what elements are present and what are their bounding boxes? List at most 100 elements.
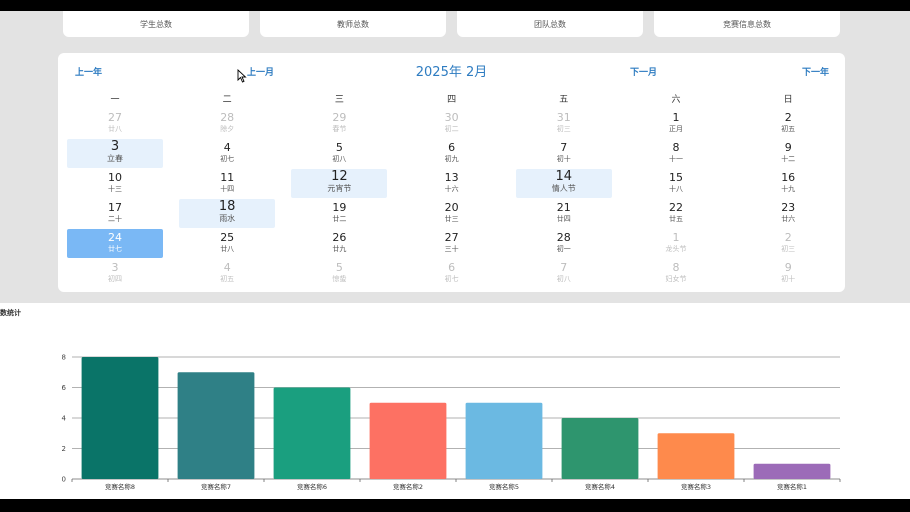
lunar-label: 廿六 (781, 215, 796, 223)
lunar-label: 十二 (781, 155, 796, 163)
x-tick-label: 竞赛名称5 (489, 482, 519, 491)
calendar-widget: 2025年 2月 上一年 上一月 下一月 下一年 一二三四五六日 27 廿八 28 除… (58, 53, 845, 292)
day-number: 2 (784, 231, 792, 244)
calendar-day[interactable]: 17 二十 (67, 199, 163, 228)
day-number: 28 (556, 231, 571, 244)
calendar-day[interactable]: 7 初十 (516, 139, 612, 168)
calendar-day[interactable]: 12 元宵节 (291, 169, 388, 198)
next-month-button[interactable]: 下一月 (630, 68, 658, 78)
weekday-label: 三 (334, 95, 344, 105)
calendar-day[interactable]: 23 廿六 (740, 199, 836, 228)
calendar-day[interactable]: 9 十二 (740, 139, 836, 168)
calendar-day[interactable]: 11 十四 (179, 169, 275, 198)
lunar-label: 初二 (444, 125, 459, 133)
calendar-day[interactable]: 4 初七 (179, 139, 275, 168)
lunar-label: 初三 (556, 125, 571, 133)
lunar-label: 初四 (108, 275, 122, 283)
calendar-day[interactable]: 5 初八 (291, 139, 387, 168)
prev-month-button[interactable]: 上一月 (247, 68, 275, 78)
weekday-label: 四 (447, 95, 457, 105)
lunar-label: 雨水 (219, 214, 236, 223)
x-tick-label: 竞赛名称4 (585, 482, 615, 491)
calendar-day[interactable]: 6 初九 (404, 139, 500, 168)
bar[interactable] (177, 372, 255, 479)
day-number: 15 (669, 171, 683, 184)
lunar-label: 初八 (556, 275, 571, 283)
calendar-day[interactable]: 28 除夕 (179, 109, 275, 138)
bar[interactable] (753, 463, 831, 479)
calendar-day[interactable]: 16 十九 (740, 169, 836, 198)
day-number: 23 (781, 201, 796, 214)
lunar-label: 廿八 (108, 125, 122, 133)
calendar-day[interactable]: 2 初三 (740, 229, 836, 258)
lunar-label: 春节 (332, 125, 347, 133)
calendar-day[interactable]: 31 初三 (516, 109, 612, 138)
calendar-day[interactable]: 30 初二 (404, 109, 500, 138)
calendar-day[interactable]: 28 初一 (516, 229, 612, 258)
calendar-day[interactable]: 10 十三 (67, 169, 163, 198)
calendar-day[interactable]: 14 情人节 (515, 169, 612, 198)
calendar-day[interactable]: 1 正月 (628, 109, 724, 138)
calendar-day[interactable]: 9 初十 (740, 259, 836, 288)
stat-card-teachers[interactable]: 教师总数 (260, 11, 446, 37)
prev-year-button[interactable]: 上一年 (75, 68, 103, 78)
stat-card-teams[interactable]: 团队总数 (457, 11, 643, 37)
calendar-day-today[interactable]: 24 廿七 (67, 229, 163, 258)
calendar-day[interactable]: 22 廿五 (628, 199, 724, 228)
calendar-day[interactable]: 3 初四 (67, 259, 163, 288)
calendar-day[interactable]: 8 妇女节 (628, 259, 724, 288)
calendar-day[interactable]: 6 初七 (404, 259, 500, 288)
calendar-day[interactable]: 21 廿四 (516, 199, 612, 228)
day-number: 20 (444, 201, 459, 214)
calendar-day[interactable]: 1 龙头节 (628, 229, 724, 258)
calendar-day[interactable]: 4 初五 (179, 259, 275, 288)
calendar-day[interactable]: 26 廿九 (291, 229, 387, 258)
day-number: 7 (560, 261, 568, 274)
day-number: 18 (218, 199, 236, 214)
calendar-day[interactable]: 3 立春 (67, 139, 163, 168)
day-number: 6 (448, 261, 456, 274)
bar[interactable] (81, 357, 159, 479)
calendar-day[interactable]: 27 三十 (404, 229, 500, 258)
calendar-day[interactable]: 18 雨水 (179, 199, 276, 228)
weekday-label: 五 (559, 95, 569, 105)
stat-card-competitions[interactable]: 竞赛信息总数 (654, 11, 840, 37)
bar[interactable] (465, 402, 543, 479)
bar[interactable] (657, 433, 735, 479)
day-number: 24 (108, 231, 122, 244)
bar[interactable] (273, 387, 351, 480)
lunar-label: 廿三 (444, 215, 459, 223)
bar[interactable] (369, 402, 447, 479)
calendar-day[interactable]: 15 十八 (628, 169, 724, 198)
stat-cards: 学生总数 教师总数 团队总数 竞赛信息总数 (0, 11, 910, 37)
calendar-day[interactable]: 13 十六 (404, 169, 500, 198)
day-number: 21 (556, 201, 571, 214)
calendar-day[interactable]: 29 春节 (291, 109, 387, 138)
day-number: 14 (555, 169, 573, 184)
x-tick-label: 竞赛名称1 (777, 482, 807, 491)
day-number: 13 (444, 171, 459, 184)
day-number: 2 (784, 111, 792, 124)
x-tick-label: 竞赛名称2 (393, 482, 423, 491)
day-number: 31 (556, 111, 571, 124)
calendar-day[interactable]: 5 惊蛰 (291, 259, 387, 288)
bar[interactable] (561, 418, 639, 479)
x-tick-label: 竞赛名称3 (681, 482, 711, 491)
lunar-label: 初五 (781, 125, 796, 133)
calendar-day[interactable]: 8 十一 (628, 139, 724, 168)
calendar-day[interactable]: 25 廿八 (179, 229, 275, 258)
next-year-button[interactable]: 下一年 (802, 68, 830, 78)
calendar-day[interactable]: 20 廿三 (404, 199, 500, 228)
stat-label: 团队总数 (534, 19, 566, 29)
calendar-day[interactable]: 19 廿二 (291, 199, 387, 228)
y-tick-label: 6 (62, 384, 67, 392)
calendar-day[interactable]: 2 初五 (740, 109, 836, 138)
stat-label: 教师总数 (337, 19, 369, 29)
day-number: 28 (220, 111, 235, 124)
y-tick-label: 2 (62, 445, 66, 453)
lunar-label: 三十 (444, 245, 459, 253)
calendar-day[interactable]: 7 初八 (516, 259, 612, 288)
calendar-day[interactable]: 27 廿八 (67, 109, 163, 138)
lunar-label: 初七 (444, 275, 459, 283)
stat-card-students[interactable]: 学生总数 (63, 11, 249, 37)
